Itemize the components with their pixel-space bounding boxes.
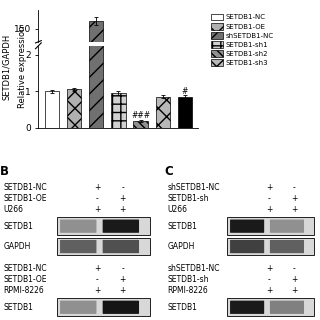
FancyBboxPatch shape [60, 240, 96, 253]
Text: GAPDH: GAPDH [167, 242, 195, 251]
Bar [89, 21, 103, 270]
Text: +: + [94, 286, 100, 295]
Text: +: + [266, 204, 272, 213]
Text: +: + [291, 275, 298, 284]
Text: SETDB1-sh: SETDB1-sh [167, 275, 209, 284]
FancyBboxPatch shape [103, 301, 139, 314]
Text: ###: ### [131, 111, 150, 120]
Text: -: - [121, 183, 124, 192]
FancyBboxPatch shape [230, 220, 264, 233]
Text: SETDB1: SETDB1 [3, 222, 33, 231]
Bar [44, 269, 59, 270]
Bar [57, 217, 149, 235]
Text: SETDB1: SETDB1 [3, 303, 33, 312]
FancyBboxPatch shape [103, 220, 139, 233]
Text: +: + [291, 204, 298, 213]
Text: B: B [0, 165, 9, 178]
Bar [156, 97, 170, 128]
Text: +: + [266, 264, 272, 273]
Bar [178, 97, 192, 128]
FancyBboxPatch shape [270, 301, 304, 314]
FancyBboxPatch shape [230, 301, 264, 314]
Text: SETDB1-OE: SETDB1-OE [3, 194, 47, 203]
Text: -: - [293, 183, 296, 192]
FancyBboxPatch shape [103, 240, 139, 253]
FancyBboxPatch shape [60, 301, 96, 314]
Text: U266: U266 [167, 204, 188, 213]
Text: SETDB1-NC: SETDB1-NC [3, 183, 47, 192]
Text: SETDB1-OE: SETDB1-OE [3, 275, 47, 284]
Bar [57, 237, 149, 255]
Text: +: + [94, 204, 100, 213]
Text: -: - [96, 194, 99, 203]
Text: U266: U266 [3, 204, 23, 213]
Legend: SETDB1-NC, SETDB1-OE, shSETDB1-NC, SETDB1-sh1, SETDB1-sh2, SETDB1-sh3: SETDB1-NC, SETDB1-OE, shSETDB1-NC, SETDB… [210, 13, 275, 67]
Text: -: - [268, 275, 270, 284]
Text: SETDB1-sh: SETDB1-sh [167, 194, 209, 203]
Text: +: + [291, 194, 298, 203]
Bar [67, 90, 81, 128]
Text: +: + [119, 286, 126, 295]
Bar [156, 269, 170, 270]
Text: +: + [266, 286, 272, 295]
Text: shSETDB1-NC: shSETDB1-NC [167, 264, 220, 273]
Bar [111, 269, 126, 270]
Bar [227, 217, 314, 235]
Text: -: - [293, 264, 296, 273]
Bar [89, 0, 103, 128]
Text: C: C [164, 165, 173, 178]
FancyBboxPatch shape [270, 220, 304, 233]
Text: SETDB1-NC: SETDB1-NC [3, 264, 47, 273]
Text: +: + [119, 275, 126, 284]
FancyBboxPatch shape [60, 220, 96, 233]
Text: +: + [266, 183, 272, 192]
Bar [44, 91, 59, 128]
Bar [111, 93, 126, 128]
Text: RPMI-8226: RPMI-8226 [3, 286, 44, 295]
Text: RPMI-8226: RPMI-8226 [167, 286, 208, 295]
Text: #: # [182, 87, 188, 96]
Text: -: - [96, 275, 99, 284]
Text: +: + [94, 183, 100, 192]
Text: SETDB1: SETDB1 [167, 303, 197, 312]
Text: SETDB1: SETDB1 [167, 222, 197, 231]
Bar [227, 298, 314, 316]
Text: +: + [94, 264, 100, 273]
Text: +: + [119, 204, 126, 213]
Text: GAPDH: GAPDH [3, 242, 31, 251]
Text: -: - [268, 194, 270, 203]
Bar [133, 121, 148, 128]
Bar [67, 268, 81, 270]
Text: Relative expression: Relative expression [18, 26, 27, 108]
Text: +: + [119, 194, 126, 203]
Text: +: + [291, 286, 298, 295]
Bar [178, 269, 192, 270]
FancyBboxPatch shape [270, 240, 304, 253]
Text: shSETDB1-NC: shSETDB1-NC [167, 183, 220, 192]
Text: SETDB1/GAPDH: SETDB1/GAPDH [2, 34, 11, 100]
FancyBboxPatch shape [230, 240, 264, 253]
Text: -: - [121, 264, 124, 273]
Bar [227, 237, 314, 255]
Bar [57, 298, 149, 316]
